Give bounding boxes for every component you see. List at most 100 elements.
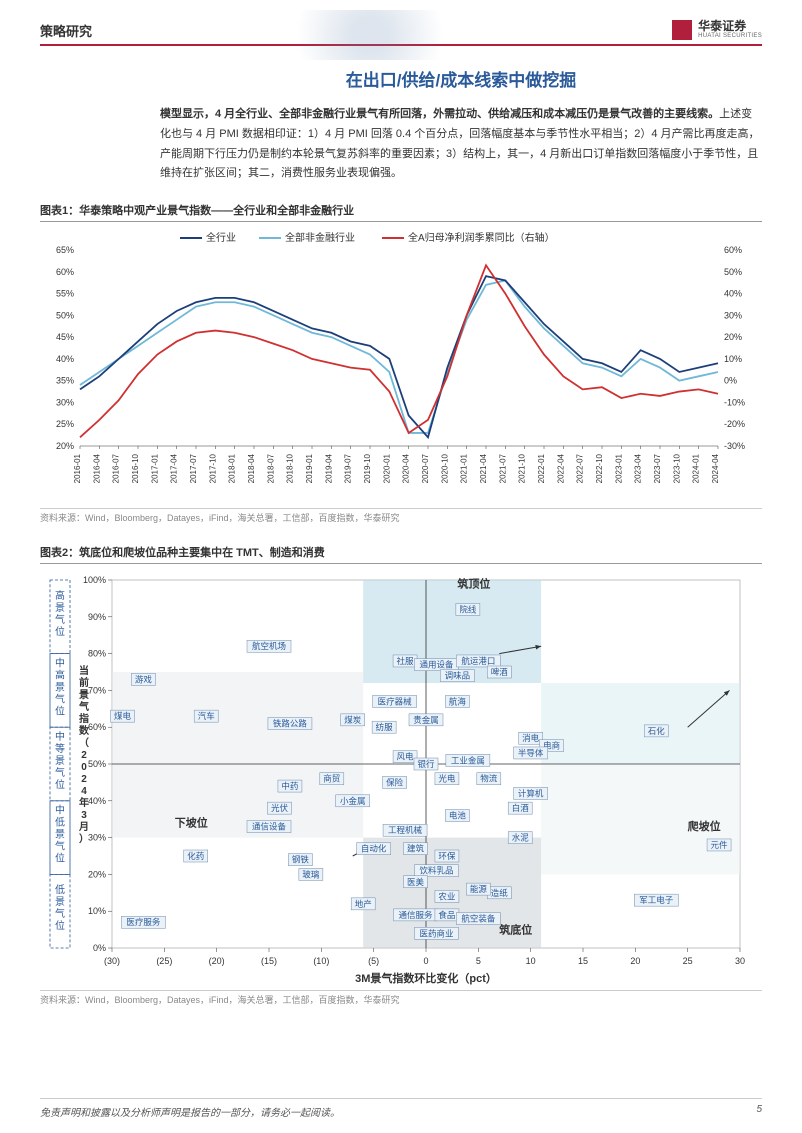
svg-text:65%: 65%: [56, 245, 74, 255]
svg-text:玻璃: 玻璃: [302, 870, 320, 880]
svg-text:25: 25: [683, 956, 693, 966]
chart2-title: 图表2：筑底位和爬坡位品种主要集中在 TMT、制造和消费: [40, 544, 762, 564]
svg-text:气: 气: [55, 613, 65, 626]
svg-text:银行: 银行: [417, 759, 435, 769]
svg-text:气: 气: [55, 766, 65, 779]
svg-text:环保: 环保: [438, 851, 456, 861]
svg-text:位: 位: [55, 705, 65, 718]
svg-text:汽车: 汽车: [198, 711, 215, 721]
svg-text:2022-01: 2022-01: [537, 454, 546, 484]
svg-text:2016-07: 2016-07: [112, 454, 121, 484]
svg-text:造纸: 造纸: [491, 888, 509, 898]
svg-text:-20%: -20%: [724, 419, 745, 429]
svg-text:气: 气: [55, 840, 65, 853]
section-title: 在出口/供给/成本线索中做挖掘: [40, 66, 762, 91]
svg-text:电池: 电池: [449, 811, 467, 821]
svg-text:2021-01: 2021-01: [460, 454, 469, 484]
svg-text:光电: 光电: [438, 774, 456, 784]
svg-text:位: 位: [55, 852, 65, 865]
svg-text:月: 月: [78, 821, 89, 833]
svg-text:调味品: 调味品: [445, 671, 471, 681]
svg-text:25%: 25%: [56, 419, 74, 429]
svg-text:2023-07: 2023-07: [653, 454, 662, 484]
svg-text:2018-04: 2018-04: [247, 454, 256, 484]
svg-text:15: 15: [578, 956, 588, 966]
logo-text-en: HUATAI SECURITIES: [698, 33, 762, 40]
svg-text:院线: 院线: [459, 605, 477, 615]
svg-text:物流: 物流: [480, 774, 498, 784]
svg-text:30%: 30%: [56, 398, 74, 408]
svg-text:40%: 40%: [88, 796, 106, 806]
svg-text:20: 20: [630, 956, 640, 966]
svg-text:(15): (15): [261, 956, 277, 966]
page-footer: 免责声明和披露以及分析师声明是报告的一部分，请务必一起阅读。 5: [40, 1098, 762, 1119]
svg-text:55%: 55%: [56, 289, 74, 299]
svg-text:60%: 60%: [88, 722, 106, 732]
svg-text:2016-10: 2016-10: [131, 454, 140, 484]
svg-text:2021-04: 2021-04: [479, 454, 488, 484]
svg-text:高: 高: [55, 589, 65, 602]
svg-text:2019-04: 2019-04: [324, 454, 333, 484]
svg-text:低: 低: [55, 816, 65, 829]
svg-text:100%: 100%: [83, 575, 106, 585]
svg-text:2016-01: 2016-01: [73, 454, 82, 484]
category-label: 策略研究: [40, 21, 92, 40]
svg-text:当: 当: [79, 664, 89, 677]
svg-text:通信服务: 通信服务: [399, 910, 434, 920]
svg-text:医美: 医美: [407, 877, 425, 887]
svg-text:2019-10: 2019-10: [363, 454, 372, 484]
svg-text:全行业: 全行业: [206, 231, 236, 244]
svg-text:中: 中: [55, 730, 65, 743]
svg-text:自动化: 自动化: [361, 844, 387, 854]
svg-text:2018-10: 2018-10: [286, 454, 295, 484]
svg-text:白酒: 白酒: [512, 803, 530, 813]
svg-text:0%: 0%: [724, 376, 737, 386]
svg-text:商贸: 商贸: [323, 774, 340, 784]
svg-text:3M景气指数环比变化（pct）: 3M景气指数环比变化（pct）: [355, 971, 497, 985]
svg-text:0: 0: [423, 956, 428, 966]
svg-text:30: 30: [735, 956, 745, 966]
svg-text:(25): (25): [156, 956, 172, 966]
svg-text:2022-04: 2022-04: [556, 454, 565, 484]
svg-text:气: 气: [55, 907, 65, 920]
svg-text:煤电: 煤电: [114, 711, 132, 721]
svg-text:2023-04: 2023-04: [634, 454, 643, 484]
svg-text:90%: 90%: [88, 612, 106, 622]
svg-text:小金属: 小金属: [340, 796, 366, 806]
svg-text:位: 位: [55, 919, 65, 932]
svg-text:10: 10: [526, 956, 536, 966]
svg-text:80%: 80%: [88, 649, 106, 659]
svg-text:通信设备: 通信设备: [252, 822, 287, 832]
svg-text:2: 2: [81, 774, 87, 785]
svg-text:2018-01: 2018-01: [228, 454, 237, 484]
svg-text:中: 中: [55, 804, 65, 817]
svg-text:保险: 保险: [386, 778, 404, 788]
svg-text:-30%: -30%: [724, 441, 745, 451]
svg-text:2021-10: 2021-10: [518, 454, 527, 484]
svg-text:饮料乳品: 饮料乳品: [419, 866, 453, 876]
body-paragraph: 模型显示，4 月全行业、全部非金融行业景气有所回落，外需拉动、供给减压和成本减压…: [40, 105, 762, 184]
chart2-container: 图表2：筑底位和爬坡位品种主要集中在 TMT、制造和消费 高景气位中高景气位中等…: [40, 544, 762, 1006]
svg-text:2: 2: [81, 750, 87, 761]
svg-text:45%: 45%: [56, 332, 74, 342]
svg-text:景: 景: [55, 896, 65, 908]
svg-text:游戏: 游戏: [135, 675, 153, 685]
page-number: 5: [756, 1104, 762, 1119]
svg-text:(5): (5): [368, 956, 379, 966]
brand-logo: 华泰证券 HUATAI SECURITIES: [672, 20, 762, 40]
svg-text:全A归母净利润季累同比（右轴）: 全A归母净利润季累同比（右轴）: [408, 231, 555, 244]
svg-text:(30): (30): [104, 956, 120, 966]
svg-text:等: 等: [55, 742, 65, 755]
svg-text:2022-07: 2022-07: [576, 454, 585, 484]
svg-text:气: 气: [55, 693, 65, 706]
svg-text:水泥: 水泥: [512, 833, 530, 843]
svg-text:2016-04: 2016-04: [92, 454, 101, 484]
svg-text:医药商业: 医药商业: [419, 928, 453, 938]
svg-text:2024-04: 2024-04: [711, 454, 720, 484]
svg-text:景: 景: [55, 755, 65, 767]
svg-text:-10%: -10%: [724, 398, 745, 408]
svg-text:40%: 40%: [56, 354, 74, 364]
svg-text:70%: 70%: [88, 686, 106, 696]
svg-text:农业: 农业: [438, 892, 455, 902]
chart2-source: 资料来源：Wind，Bloomberg，Datayes，iFind，海关总署，工…: [40, 990, 762, 1006]
